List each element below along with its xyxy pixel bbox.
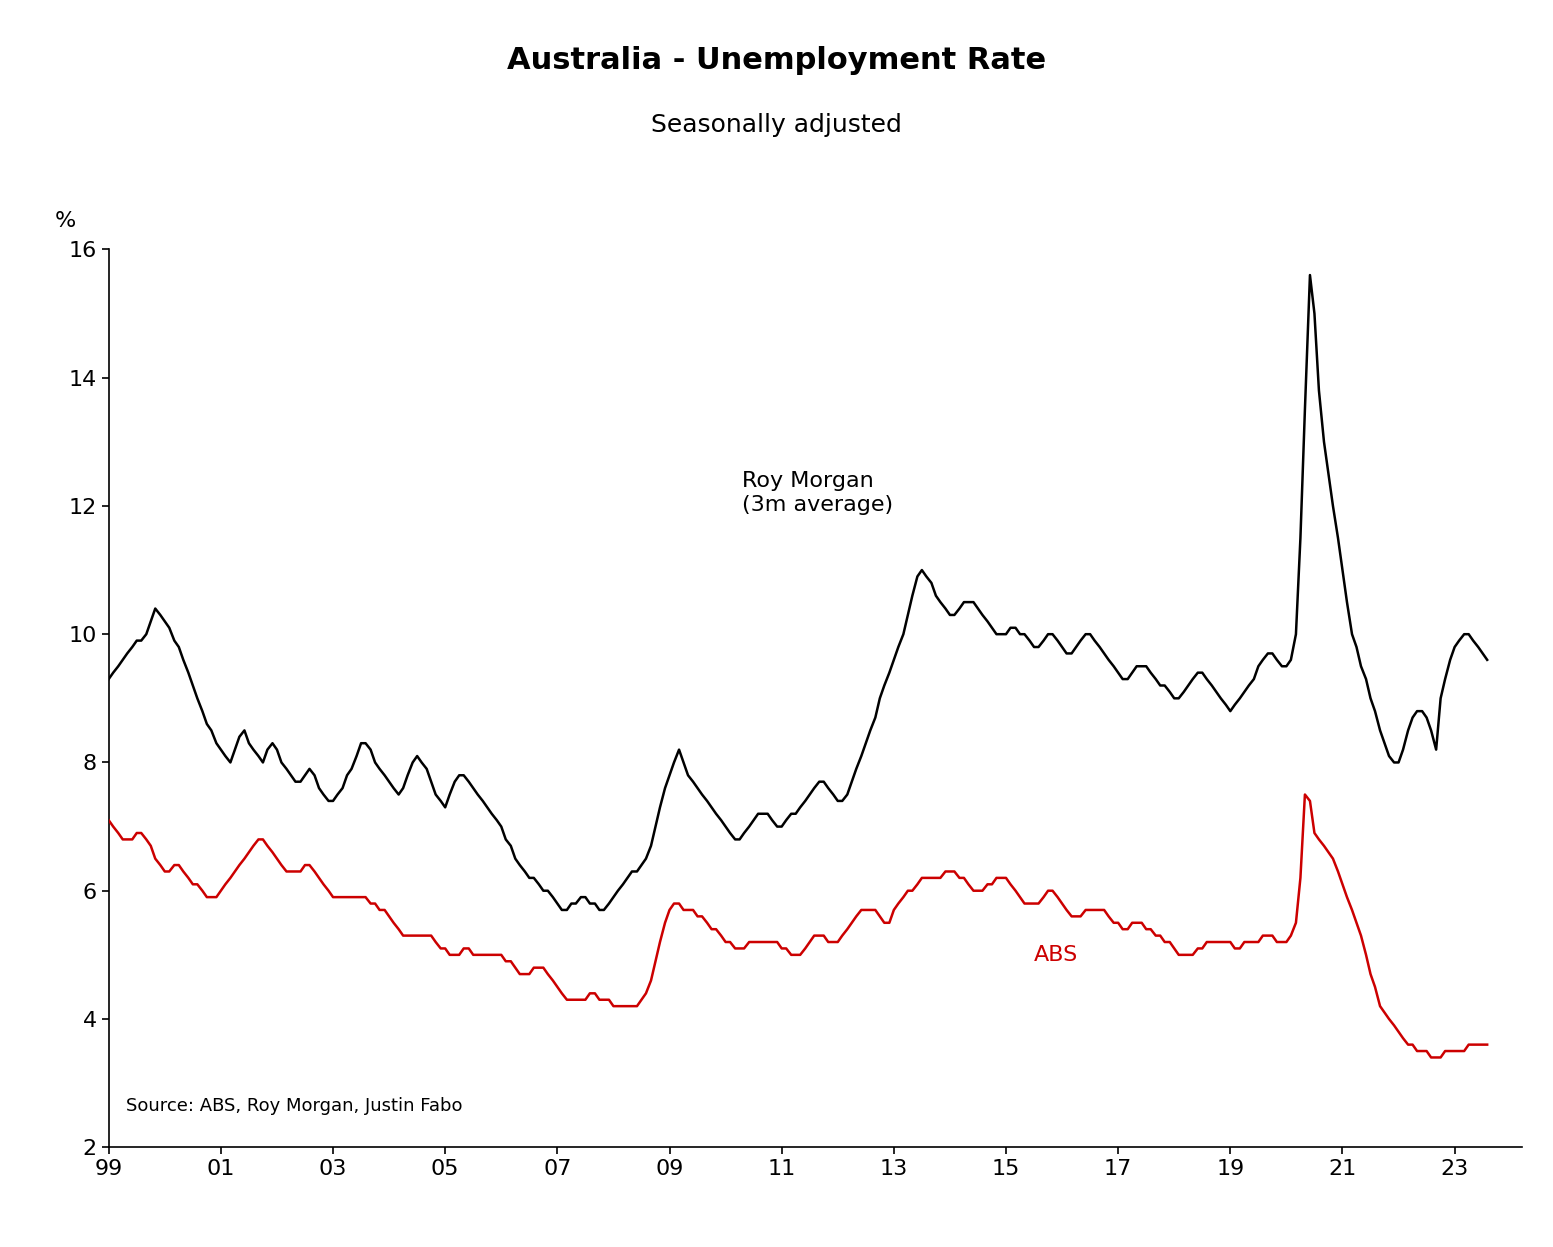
- Text: Seasonally adjusted: Seasonally adjusted: [651, 113, 902, 137]
- Text: Australia - Unemployment Rate: Australia - Unemployment Rate: [506, 46, 1047, 75]
- Text: %: %: [54, 211, 76, 231]
- Text: Source: ABS, Roy Morgan, Justin Fabo: Source: ABS, Roy Morgan, Justin Fabo: [126, 1097, 463, 1115]
- Text: Roy Morgan
(3m average): Roy Morgan (3m average): [742, 471, 893, 515]
- Text: ABS: ABS: [1034, 945, 1078, 965]
